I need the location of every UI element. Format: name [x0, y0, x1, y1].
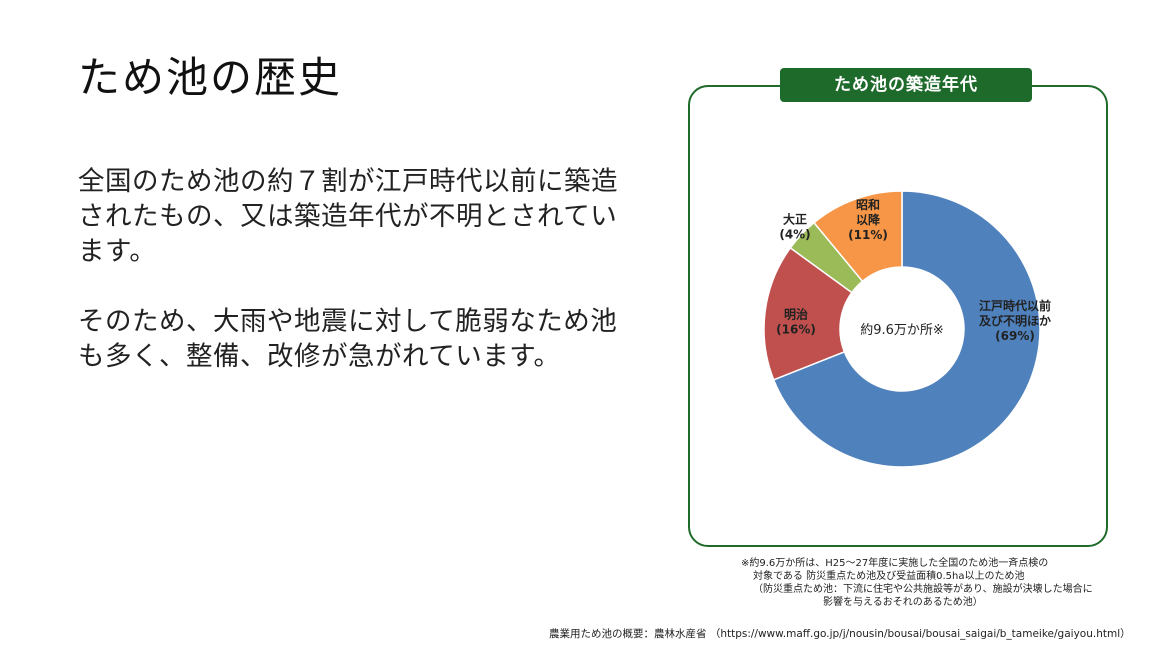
- body-paragraph-2: そのため、大雨や地震に対して脆弱なため池も多く、整備、改修が急がれています。: [78, 306, 618, 372]
- slice-label: 大正(4%): [779, 212, 810, 242]
- chart-title: ため池の築造年代: [780, 68, 1032, 102]
- footnote-line: 対象である 防災重点ため池及び受益面積0.5ha以上のため池: [753, 571, 1025, 582]
- body-paragraph-1: 全国のため池の約７割が江戸時代以前に築造されたもの、又は築造年代が不明とされてい…: [78, 166, 618, 267]
- donut-chart: 江戸時代以前及び不明ほか(69%) 明治(16%) 大正(4%) 昭和以降(11%) 約…: [763, 190, 1051, 468]
- footnote-line: ※約9.6万か所は、H25～27年度に実施した全国のため池一斉点検の: [741, 558, 1049, 569]
- slice-label: 明治(16%): [776, 307, 816, 337]
- slide-title: ため池の歴史: [78, 53, 343, 102]
- chart-footnote: ※約9.6万か所は、H25～27年度に実施した全国のため池一斉点検の 対象である…: [741, 557, 1101, 609]
- footnote-line: 影響を与えるおそれのあるため池）: [823, 597, 983, 608]
- source-citation: 農業用ため池の概要：農林水産省 （https://www.maff.go.jp/…: [549, 628, 1131, 640]
- donut-hole: [840, 267, 964, 391]
- footnote-line: （防災重点ため池：下流に住宅や公共施設等があり、施設が決壊した場合に: [753, 584, 1093, 595]
- slice-label: 江戸時代以前及び不明ほか(69%): [979, 298, 1051, 343]
- center-label: 約9.6万か所※: [860, 323, 944, 338]
- slice-label: 昭和以降(11%): [848, 197, 888, 242]
